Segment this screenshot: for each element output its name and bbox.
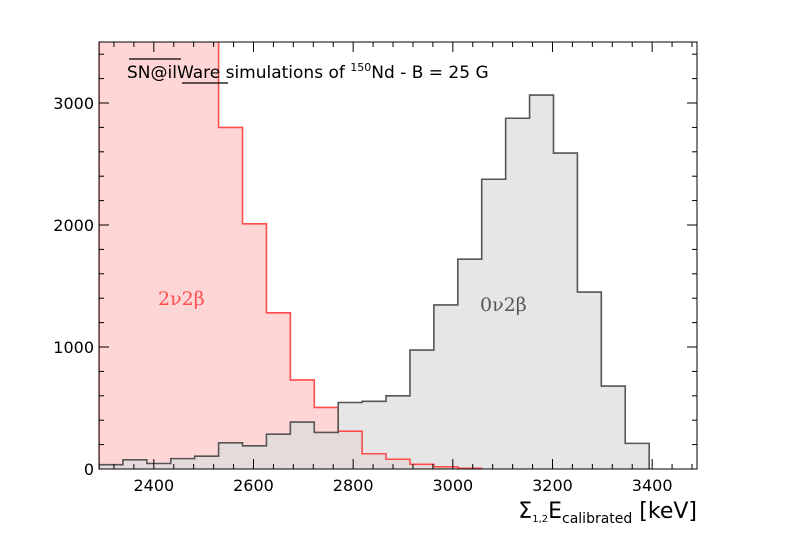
x-tick-label: 2800 [333,476,374,495]
x-tick-label: 3200 [532,476,573,495]
x-axis-sub-2: calibrated [562,511,632,527]
y-tick-label: 2000 [53,216,94,235]
histogram-fill-2v2b [99,42,482,469]
y-tick-label: 1000 [53,338,94,357]
title-text-after: Nd - B = 25 G [371,63,488,83]
y-tick-label: 3000 [53,94,94,113]
x-tick-label: 3000 [432,476,473,495]
x-axis-e: E [548,499,562,524]
series-layer [99,42,650,469]
svg-text:SN@ilWare simulations of 150Nd: SN@ilWare simulations of 150Nd - B = 25 … [127,61,489,83]
x-axis-sub-1: 1,2 [532,514,548,525]
x-tick-label: 2400 [133,476,174,495]
tick-layer: 2400 2600 2800 3000 3200 3400 0 1000 2000 3000 [53,42,697,495]
title-text-before: simulations of [220,63,350,83]
x-axis-sigma: Σ [518,499,532,524]
series-label-2v2b: 2ν2β [158,288,205,310]
x-axis-label: Σ1,2Ecalibrated [keV] [518,499,697,527]
plot-frame [98,41,698,470]
histogram-outline-0v2b [99,94,650,469]
histogram-fill-0v2b [99,95,650,469]
y-tick-label: 0 [84,460,94,479]
series-label-0v2b: 0ν2β [480,294,527,316]
title-brand-sn: SN [127,63,151,83]
x-tick-label: 2600 [233,476,274,495]
histogram-outline-2v2b [99,42,483,469]
x-tick-label: 3400 [632,476,673,495]
chart-title: SN@ilWare simulations of 150Nd - B = 25 … [127,58,489,84]
title-brand-ware: Ware [177,63,220,83]
title-superscript: 150 [350,61,371,74]
title-brand-at-il: @il [151,63,177,83]
x-axis-unit: [keV] [632,499,697,524]
